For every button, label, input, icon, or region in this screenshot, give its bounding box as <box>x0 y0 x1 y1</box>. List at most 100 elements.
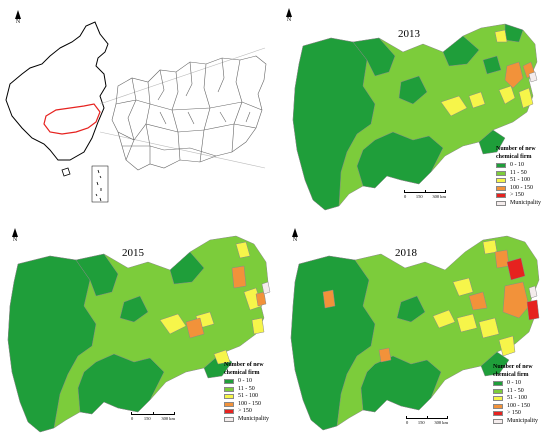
legend-title-line2: chemical firm <box>224 370 260 376</box>
region-orange-100-150 <box>185 317 205 339</box>
region-orange-100-150 <box>255 291 267 307</box>
region-yellow-51-100 <box>478 317 500 339</box>
region-mid-0-10 <box>169 251 205 285</box>
region-yellow-51-100 <box>235 241 251 259</box>
region-east-0-10 <box>482 55 502 75</box>
region-red-150 <box>506 257 526 281</box>
legend-title-line1: Number of new <box>224 362 264 368</box>
region-yellow-51-100 <box>494 29 508 43</box>
region-orange-100-150 <box>502 281 530 319</box>
region-mid-0-10 <box>398 75 428 105</box>
region-east-0-10 <box>478 129 506 155</box>
north-arrow-2013: N <box>286 8 292 23</box>
map-2018: N 2018 Number of new chemical firm <box>283 222 550 444</box>
legend-item: 51 - 100 <box>493 395 538 403</box>
region-municipality <box>528 71 538 83</box>
north-arrow-2015: N <box>12 228 18 243</box>
legend-item: 100 - 150 <box>224 401 269 409</box>
study-region-highlight <box>43 103 101 135</box>
region-yellow-51-100 <box>159 313 187 335</box>
legend-2018: Number of new chemical firm 0 - 10 11 - … <box>493 364 538 425</box>
map-2013: N 2013 Numb <box>283 0 550 215</box>
region-west-0-10 <box>75 253 119 297</box>
region-yellow-51-100 <box>251 317 265 335</box>
legend-item: > 150 <box>493 410 538 418</box>
choropleth-2018 <box>290 235 540 431</box>
legend-title-line2: chemical firm <box>493 372 529 378</box>
region-south-0-10 <box>77 353 165 415</box>
legend-item: Municipality <box>493 418 538 426</box>
map-2015: N 2015 Number of new chemical firm 0 - 1… <box>0 222 283 444</box>
region-orange-100-150 <box>231 265 247 289</box>
legend-item: 11 - 50 <box>496 170 541 178</box>
region-west-0-10 <box>290 255 376 431</box>
legend-2015: Number of new chemical firm 0 - 10 11 - … <box>224 362 269 423</box>
legend-item: Municipality <box>496 200 541 208</box>
region-mid-0-10 <box>119 295 149 323</box>
year-label-2013: 2013 <box>398 28 420 40</box>
legend-item: 0 - 10 <box>496 162 541 170</box>
region-yellow-51-100 <box>498 85 516 105</box>
region-municipality <box>528 285 538 299</box>
region-orange-100-150 <box>468 291 488 311</box>
region-orange-100-150 <box>322 289 336 309</box>
region-red-150 <box>526 299 540 321</box>
scale-bar-2013: 0 150 300 km <box>404 190 446 199</box>
legend-2013: Number of new chemical firm 0 - 10 11 - … <box>496 146 541 207</box>
region-yellow-51-100 <box>440 95 468 117</box>
north-arrow-icon <box>292 228 298 237</box>
region-yellow-51-100 <box>498 335 516 357</box>
region-yellow-51-100 <box>213 349 231 365</box>
north-arrow-2018: N <box>292 228 298 243</box>
year-label-2018: 2018 <box>395 247 417 259</box>
region-municipality <box>261 281 271 295</box>
region-yellow-51-100 <box>456 313 478 333</box>
legend-item: 100 - 150 <box>496 185 541 193</box>
region-yellow-51-100 <box>452 277 474 297</box>
legend-title-line1: Number of new <box>496 146 536 152</box>
legend-item: 0 - 10 <box>493 380 538 388</box>
north-label: N <box>292 237 298 243</box>
region-yellow-51-100 <box>518 87 534 109</box>
legend-item: 51 - 100 <box>496 177 541 185</box>
region-orange-100-150 <box>378 347 392 363</box>
legend-item: 11 - 50 <box>224 386 269 394</box>
legend-item: Municipality <box>224 416 269 424</box>
legend-item: 51 - 100 <box>224 393 269 401</box>
year-label-2015: 2015 <box>122 247 144 259</box>
north-label: N <box>286 17 292 23</box>
legend-title-line1: Number of new <box>493 364 533 370</box>
china-outline-svg <box>5 21 267 203</box>
choropleth-2015 <box>7 235 271 433</box>
inset-municipal-outline <box>111 55 267 171</box>
legend-item: 11 - 50 <box>493 388 538 396</box>
region-south-0-10 <box>360 355 442 413</box>
legend-item: 0 - 10 <box>224 378 269 386</box>
south-sea-inset <box>91 165 109 203</box>
north-label: N <box>15 19 21 25</box>
locator-map: N <box>0 0 285 215</box>
region-south-0-10 <box>356 131 444 189</box>
north-arrow-icon <box>12 228 18 237</box>
region-orange-100-150 <box>504 61 524 89</box>
region-east-0-10 <box>480 351 510 377</box>
legend-item: > 150 <box>224 408 269 416</box>
china-outline <box>5 21 109 161</box>
choropleth-2013 <box>292 23 538 211</box>
legend-item: > 150 <box>496 192 541 200</box>
north-arrow-icon <box>15 10 21 19</box>
scale-bar-2015: 0 150 300 km <box>131 412 175 421</box>
region-yellow-51-100 <box>432 309 456 329</box>
scale-bar-2018: 0 150 300 km <box>406 416 448 425</box>
north-arrow-locator: N <box>15 10 21 25</box>
region-west-0-10 <box>352 37 396 77</box>
region-orange-100-150 <box>494 249 510 269</box>
region-mid-0-10 <box>442 35 480 67</box>
legend-item: 100 - 150 <box>493 403 538 411</box>
north-arrow-icon <box>286 8 292 17</box>
south-sea-islands <box>95 169 102 202</box>
region-yellow-51-100 <box>468 91 486 109</box>
hainan-island <box>61 167 71 177</box>
legend-title-line2: chemical firm <box>496 154 532 160</box>
region-mid-0-10 <box>396 295 426 323</box>
